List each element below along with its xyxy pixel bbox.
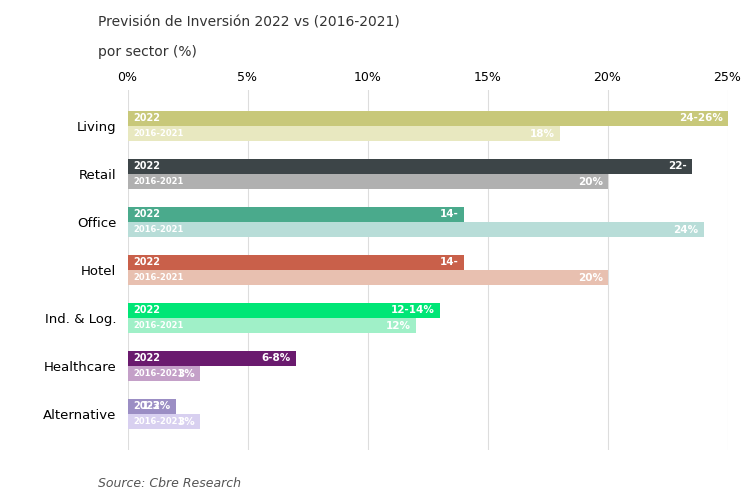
- Text: 3%: 3%: [177, 416, 195, 426]
- Text: 2016-2021: 2016-2021: [134, 321, 184, 330]
- Text: 2022: 2022: [134, 114, 160, 124]
- Text: 2016-2021: 2016-2021: [134, 177, 184, 186]
- Text: 2016-2021: 2016-2021: [134, 225, 184, 234]
- Text: 20%: 20%: [578, 176, 603, 186]
- Bar: [128, 159, 692, 174]
- Text: Previsión de Inversión 2022 vs (2016-2021): Previsión de Inversión 2022 vs (2016-202…: [98, 15, 399, 29]
- Bar: [128, 303, 439, 318]
- Bar: [128, 270, 608, 285]
- Text: 2022: 2022: [134, 210, 160, 220]
- Bar: [128, 318, 416, 333]
- Text: 14-: 14-: [440, 210, 459, 220]
- Text: 24%: 24%: [674, 224, 699, 234]
- Text: por sector (%): por sector (%): [98, 45, 196, 59]
- Bar: [128, 174, 608, 189]
- Bar: [128, 222, 703, 237]
- Text: 2016-2021: 2016-2021: [134, 273, 184, 282]
- Bar: [128, 207, 463, 222]
- Bar: [128, 255, 463, 270]
- Text: 14-: 14-: [440, 258, 459, 268]
- Bar: [128, 414, 200, 429]
- Bar: [128, 399, 176, 413]
- Text: 3%: 3%: [177, 368, 195, 378]
- Text: 12-14%: 12-14%: [391, 306, 435, 316]
- Bar: [128, 366, 200, 381]
- Bar: [128, 351, 296, 366]
- Text: 24-26%: 24-26%: [679, 114, 723, 124]
- Text: 2022: 2022: [134, 354, 160, 364]
- Text: 18%: 18%: [530, 128, 555, 138]
- Bar: [128, 126, 560, 141]
- Text: 6-8%: 6-8%: [262, 354, 291, 364]
- Text: 2022: 2022: [134, 402, 160, 411]
- Text: 2016-2021: 2016-2021: [134, 417, 184, 426]
- Text: 2016-2021: 2016-2021: [134, 369, 184, 378]
- Text: 2016-2021: 2016-2021: [134, 129, 184, 138]
- Text: 2022: 2022: [134, 258, 160, 268]
- Text: 22-: 22-: [668, 162, 687, 172]
- Text: 2022: 2022: [134, 162, 160, 172]
- Text: Source: Cbre Research: Source: Cbre Research: [98, 477, 241, 490]
- Text: 12%: 12%: [386, 320, 411, 330]
- Text: 1-3%: 1-3%: [142, 402, 171, 411]
- Text: 2022: 2022: [134, 306, 160, 316]
- Text: 20%: 20%: [578, 272, 603, 282]
- Bar: [128, 111, 728, 126]
